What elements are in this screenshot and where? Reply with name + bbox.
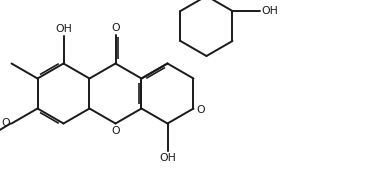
Text: O: O [111,126,120,136]
Text: OH: OH [262,6,279,16]
Text: O: O [196,104,205,114]
Text: OH: OH [159,153,176,163]
Text: O: O [1,118,10,128]
Text: OH: OH [55,24,72,34]
Text: O: O [111,23,120,33]
